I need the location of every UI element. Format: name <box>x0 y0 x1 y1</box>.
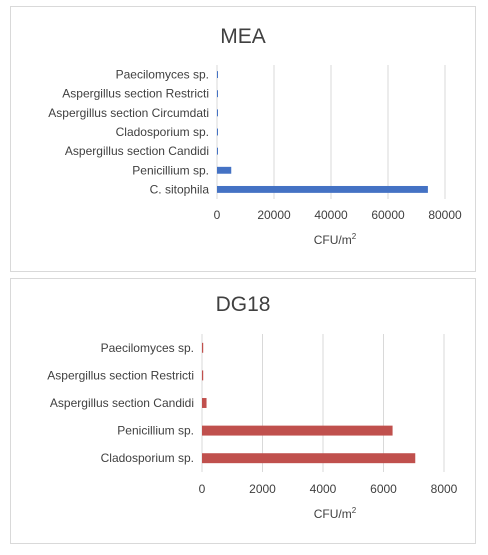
dg18-bar-cladosporium-sp <box>202 453 416 464</box>
mea-x-tick-label: 0 <box>214 208 221 222</box>
dg18-bar-chart: DG18 0 2000 4000 6000 8000 Paecilomyces sp. Asp… <box>47 293 458 521</box>
dg18-category-label: Paecilomyces sp. <box>101 341 194 355</box>
mea-bar-aspergillus-section-candidi <box>217 147 218 155</box>
mea-bar-paecilomyces-sp <box>217 71 218 79</box>
dg18-bar-aspergillus-section-restricti <box>202 370 204 381</box>
mea-category-label: Cladosporium sp. <box>116 125 209 139</box>
mea-category-label: Aspergillus section Candidi <box>65 144 209 158</box>
mea-bar-penicillium-sp <box>217 166 232 174</box>
dg18-x-tick-label: 2000 <box>249 482 276 496</box>
dg18-category-label: Penicillium sp. <box>117 424 194 438</box>
dg18-bar-penicillium-sp <box>202 425 393 436</box>
dg18-x-axis-title: CFU/m2 <box>314 506 357 521</box>
mea-category-label: Penicillium sp. <box>132 163 209 177</box>
mea-category-label: C. sitophila <box>150 182 210 196</box>
dg18-category-label: Aspergillus section Candidi <box>50 396 194 410</box>
dg18-x-tick-label: 0 <box>199 482 206 496</box>
dg18-x-tick-label: 8000 <box>431 482 458 496</box>
chart-panel-dg18: DG18 0 2000 4000 6000 8000 Paecilomyces sp. Asp… <box>10 278 476 544</box>
mea-category-label: Aspergillus section Circumdati <box>48 106 209 120</box>
dg18-category-label: Aspergillus section Restricti <box>47 368 194 382</box>
dg18-bar-aspergillus-section-candidi <box>202 398 207 408</box>
dg18-bar-paecilomyces-sp <box>202 342 204 353</box>
mea-bar-cladosporium-sp <box>217 128 218 136</box>
mea-chart-title: MEA <box>220 25 266 48</box>
mea-category-label: Paecilomyces sp. <box>116 68 209 82</box>
dg18-x-tick-label: 6000 <box>370 482 397 496</box>
mea-bar-aspergillus-section-restricti <box>217 90 218 98</box>
mea-category-label: Aspergillus section Restricti <box>62 87 209 101</box>
mea-x-tick-label: 80000 <box>428 208 462 222</box>
dg18-category-label: Cladosporium sp. <box>101 451 194 465</box>
mea-x-tick-label: 60000 <box>371 208 405 222</box>
mea-bar-chart: MEA 0 20000 40000 60000 80000 Paecilomyces sp.… <box>48 25 462 247</box>
mea-x-axis-title: CFU/m2 <box>314 232 357 247</box>
mea-bar-c-sitophila <box>217 185 428 193</box>
mea-x-tick-label: 40000 <box>314 208 348 222</box>
dg18-x-tick-label: 4000 <box>310 482 337 496</box>
mea-bar-aspergillus-section-circumdati <box>217 109 218 117</box>
chart-panel-mea: MEA 0 20000 40000 60000 80000 Paecilomyces sp.… <box>10 6 476 272</box>
dg18-chart-title: DG18 <box>216 293 271 316</box>
mea-x-tick-label: 20000 <box>257 208 291 222</box>
